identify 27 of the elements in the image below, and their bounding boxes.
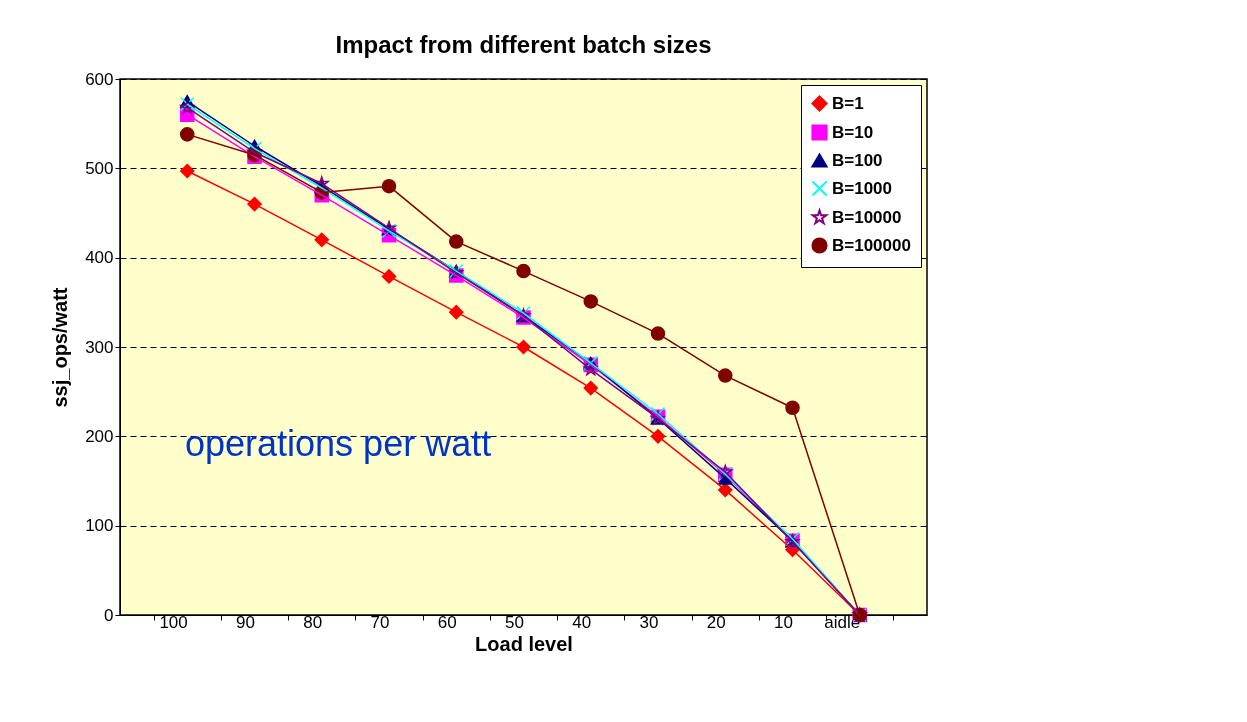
legend-label: B=1 [832,93,864,113]
y-tick-label: 300 [85,337,114,357]
chart-title: Impact from different batch sizes [335,31,712,58]
legend-label: B=1000 [832,178,893,198]
legend-label: B=10000 [832,207,902,227]
legend-label: B=10 [832,122,874,142]
x-tick-label: 20 [706,612,726,632]
y-tick-label: 400 [85,248,114,268]
x-tick-label: 40 [572,612,592,632]
y-tick-label: 500 [85,158,114,178]
annotation: operations per watt [185,423,492,464]
y-tick-label: 600 [85,69,114,89]
y-tick-label: 100 [85,516,114,536]
y-axis-title: ssj_ops/watt [49,287,72,408]
y-tick-label: 0 [104,605,114,625]
x-tick-label: 10 [774,612,793,632]
x-tick-label: 30 [639,612,659,632]
x-axis-title: Load level [475,632,573,655]
y-tick-label: 200 [85,426,114,446]
x-tick-label: 60 [437,612,457,632]
x-tick-label: 90 [236,612,255,632]
legend-label: B=100000 [832,235,911,255]
x-tick-label: 70 [370,612,390,632]
x-tick-label: 80 [303,612,323,632]
legend-label: B=100 [832,150,883,170]
x-tick-label: 50 [505,612,524,632]
x-tick-label: 100 [159,612,188,632]
